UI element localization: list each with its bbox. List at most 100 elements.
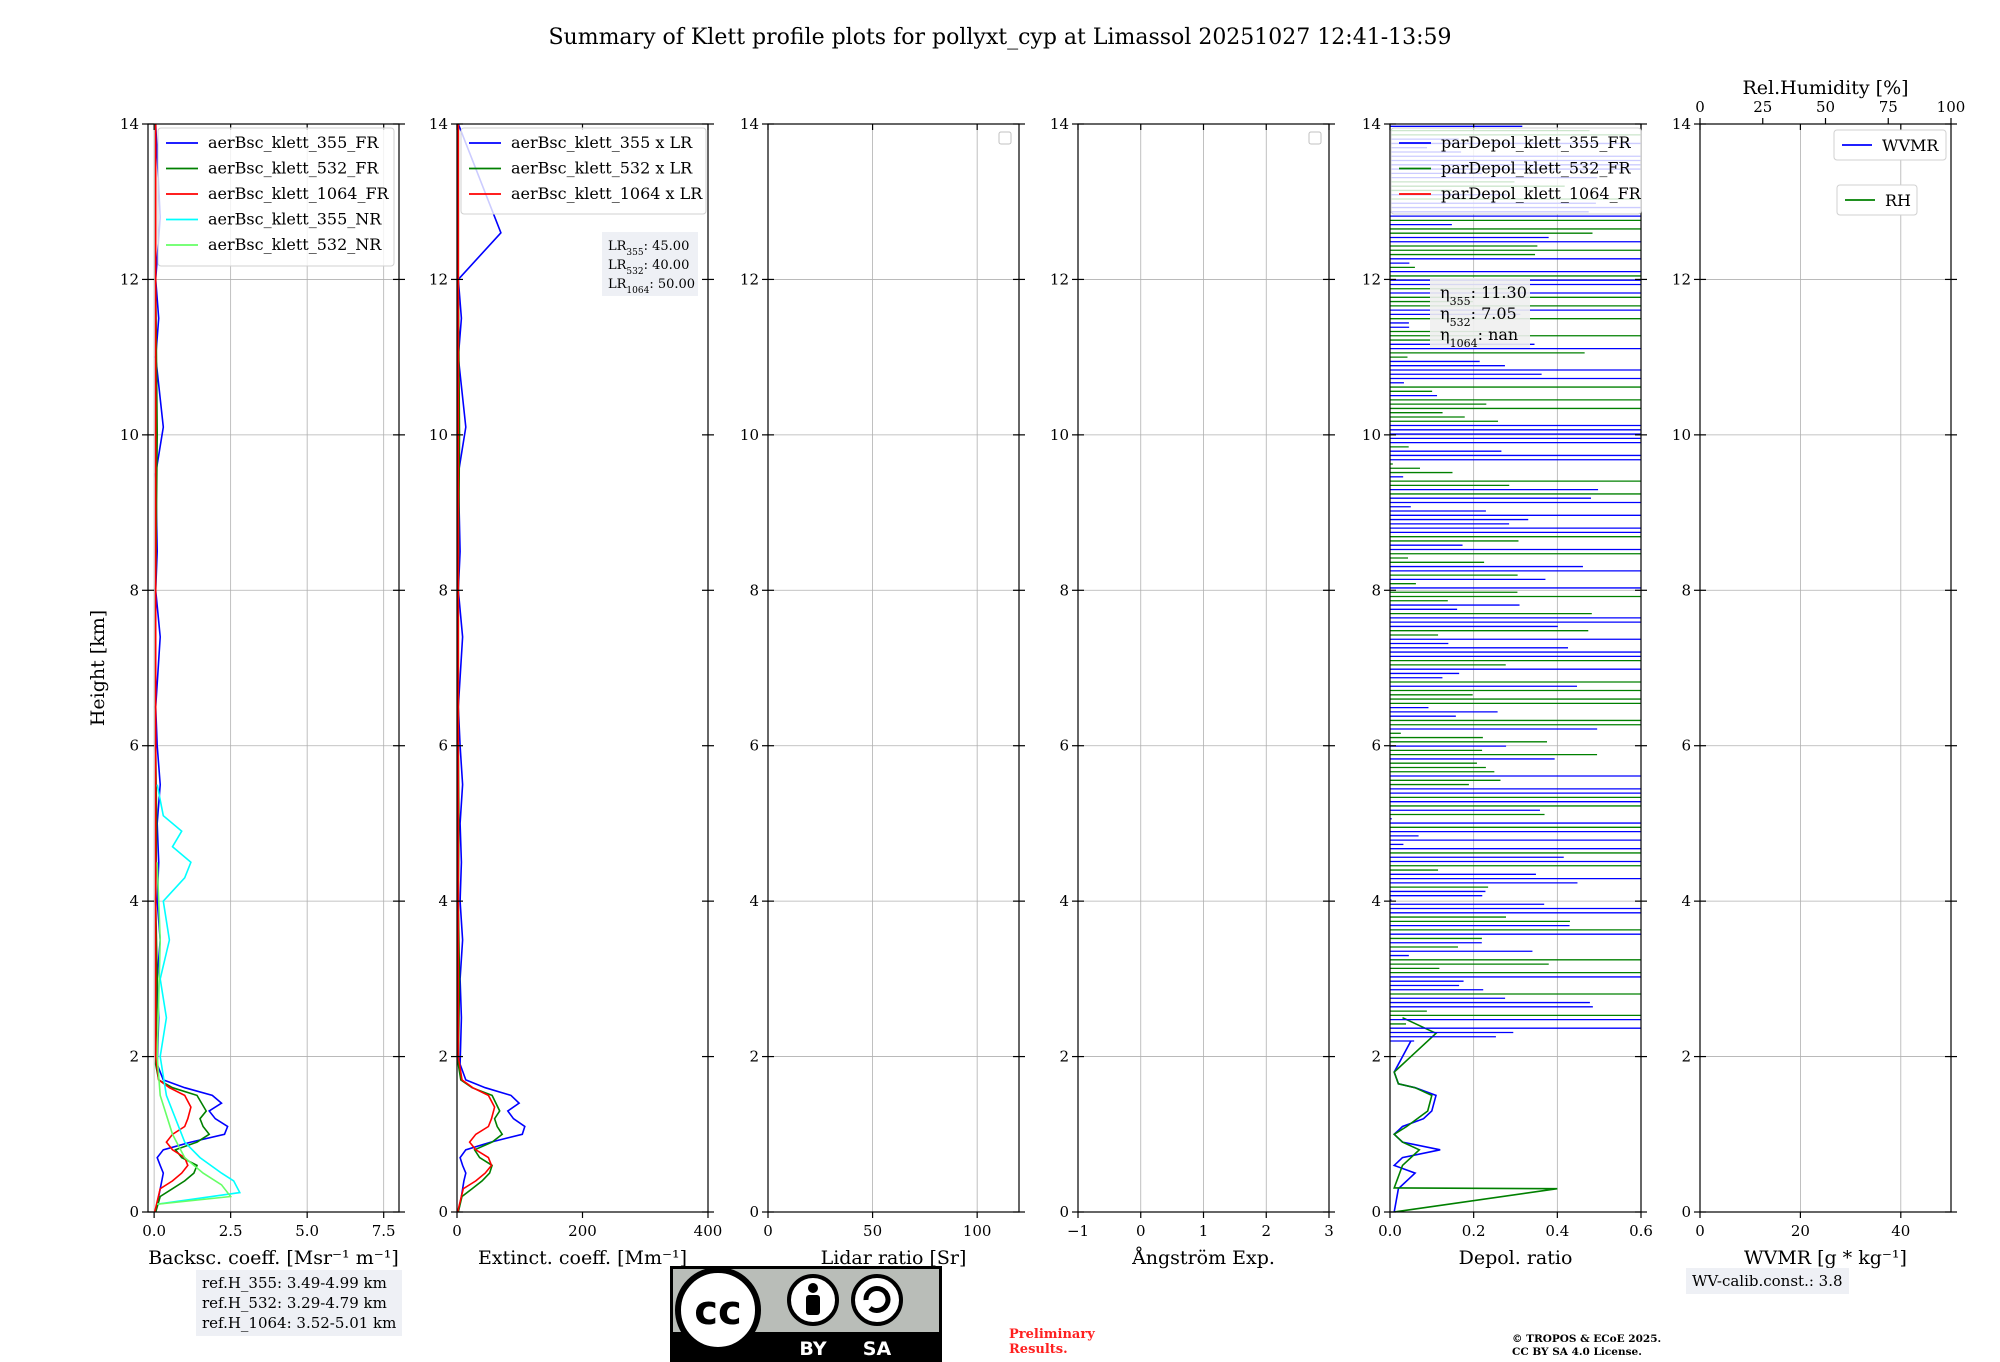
cc-sa-text: SA [863,1338,892,1360]
y-tick-label: 8 [749,581,759,599]
legend-box-RH [1836,184,1918,216]
copyright-line-2: CC BY SA 4.0 License. [1512,1346,1642,1358]
y-tick-label: 14 [1362,115,1381,133]
share-alike-icon [851,1274,903,1326]
lidar-ratio-1064: LR1064: 50.00 [608,277,695,296]
x-tick-label: 200 [568,1222,597,1240]
y-tick-label: 12 [740,270,759,288]
legend-label: aerBsc_klett_532 x LR [511,159,693,178]
legend-label: aerBsc_klett_355 x LR [511,133,693,152]
cc-license-logo: cc BY SA [670,1266,942,1362]
x-tick-label: 7.5 [372,1222,396,1240]
x-tick-label: 0 [1136,1222,1146,1240]
copyright-line-1: © TROPOS & ECoE 2025. [1512,1333,1662,1345]
legend-label: parDepol_klett_532_FR [1441,159,1632,178]
legend-box [460,127,707,215]
y-tick-label: 8 [438,581,448,599]
y-tick-label: 12 [1672,270,1691,288]
y-tick-label: 10 [740,426,759,444]
y-tick-label: 6 [1059,737,1069,755]
series-line-aerBsc_klett_1064_FR [153,124,192,1212]
x-axis-label: WVMR [g * kg⁻¹] [1744,1247,1907,1269]
y-tick-label: 12 [1362,270,1381,288]
legend-label: RH [1885,191,1911,210]
top-x-tick-label: 100 [1937,98,1966,116]
x-tick-label: −1 [1067,1222,1089,1240]
legend-label: aerBsc_klett_355_FR [208,133,379,152]
y-tick-label: 10 [1362,426,1381,444]
person-body-icon [806,1295,820,1315]
y-tick-label: 0 [438,1203,448,1221]
top-x-tick-label: 0 [1695,98,1705,116]
y-tick-label: 2 [1681,1048,1691,1066]
x-tick-label: 0.4 [1545,1222,1569,1240]
y-tick-label: 2 [1059,1048,1069,1066]
x-tick-label: 0.6 [1629,1222,1653,1240]
panel-backscatter: 0 2 4 6 8 10 12 14 0.0 2.5 5.0 7.5 Backsc. coeff. [M… [87,115,405,1269]
y-tick-label: 8 [1681,581,1691,599]
axes-frame [1699,123,1952,1213]
preliminary-label: Preliminary Results. [1009,1327,1095,1357]
y-tick-label: 10 [1672,426,1691,444]
axes-frame [767,123,1020,1213]
y-tick-label: 4 [1059,892,1069,910]
x-tick-label: 0 [1695,1222,1705,1240]
panel-extinction: 0 2 4 6 8 10 12 14 0 200 400 Extinct. coeff. [Mm⁻¹]… [429,115,722,1269]
legend-label: WVMR [1882,136,1939,155]
y-tick-label: 0 [749,1203,759,1221]
legend-box [157,127,395,267]
series-line-aerBsc_klett_532_FR [154,124,211,1212]
panel-depol: 0 2 4 6 8 10 12 14 0.0 0.2 0.4 0.6 Depol. ratio parDe… [1362,115,1653,1269]
y-tick-label: 8 [1059,581,1069,599]
y-tick-label: 0 [1681,1203,1691,1221]
y-tick-label: 2 [749,1048,759,1066]
ref-height-box: ref.H_355: 3.49-4.99 km ref.H_532: 3.29-… [196,1270,403,1336]
top-x-axis-label: Rel.Humidity [%] [1742,77,1908,99]
axes-frame [1389,123,1642,1213]
figure-title: Summary of Klett profile plots for polly… [548,25,1451,50]
panel-lidar_ratio: 0 2 4 6 8 10 12 14 0 50 100 Lidar ratio [Sr] [740,115,1025,1269]
eta-box [1430,278,1530,348]
x-axis-label: Backsc. coeff. [Msr⁻¹ m⁻¹] [148,1247,399,1269]
y-tick-label: 0 [129,1203,139,1221]
x-tick-label: 2 [1261,1222,1271,1240]
legend-label: aerBsc_klett_355_NR [208,210,382,229]
x-axis-label: Extinct. coeff. [Mm⁻¹] [478,1247,687,1269]
preliminary-line-2: Results. [1009,1342,1068,1357]
x-axis-label: Ångström Exp. [1131,1247,1275,1269]
y-tick-label: 14 [120,115,139,133]
x-tick-label: 40 [1891,1222,1910,1240]
series-line-aerBsc_klett_355_FR [154,124,229,1212]
y-tick-label: 12 [429,270,448,288]
y-tick-label: 4 [749,892,759,910]
cc-by-text: BY [799,1338,826,1360]
x-tick-label: 3 [1324,1222,1334,1240]
axes-frame [147,123,400,1213]
lidar-ratio-box [602,232,698,296]
empty-legend-box [998,131,1012,145]
cc-circle-icon [675,1267,761,1353]
y-tick-label: 14 [740,115,759,133]
x-tick-label: 400 [694,1222,723,1240]
empty-legend-box [1308,131,1322,145]
y-tick-label: 14 [1050,115,1069,133]
y-tick-label: 14 [1672,115,1691,133]
y-axis-label: Height [km] [87,610,109,726]
y-tick-label: 6 [129,737,139,755]
y-tick-label: 4 [438,892,448,910]
eta-1064: η1064: nan [1440,325,1518,350]
legend-label: parDepol_klett_355_FR [1441,133,1632,152]
eta-532: η532: 7.05 [1440,304,1517,329]
y-tick-label: 6 [438,737,448,755]
lidar-ratio-532: LR532: 40.00 [608,258,689,277]
copyright-notice: © TROPOS & ECoE 2025. CC BY SA 4.0 Licen… [1512,1333,1661,1359]
y-tick-label: 14 [429,115,448,133]
series-line-aerBsc_klett_355_NR [156,784,242,1205]
y-tick-label: 8 [129,581,139,599]
series-line-parDepol_klett_532_FR [1392,1016,1558,1212]
legend-label: aerBsc_klett_1064_FR [208,184,390,203]
x-axis-label: Lidar ratio [Sr] [821,1247,967,1269]
top-x-tick-label: 25 [1753,98,1772,116]
